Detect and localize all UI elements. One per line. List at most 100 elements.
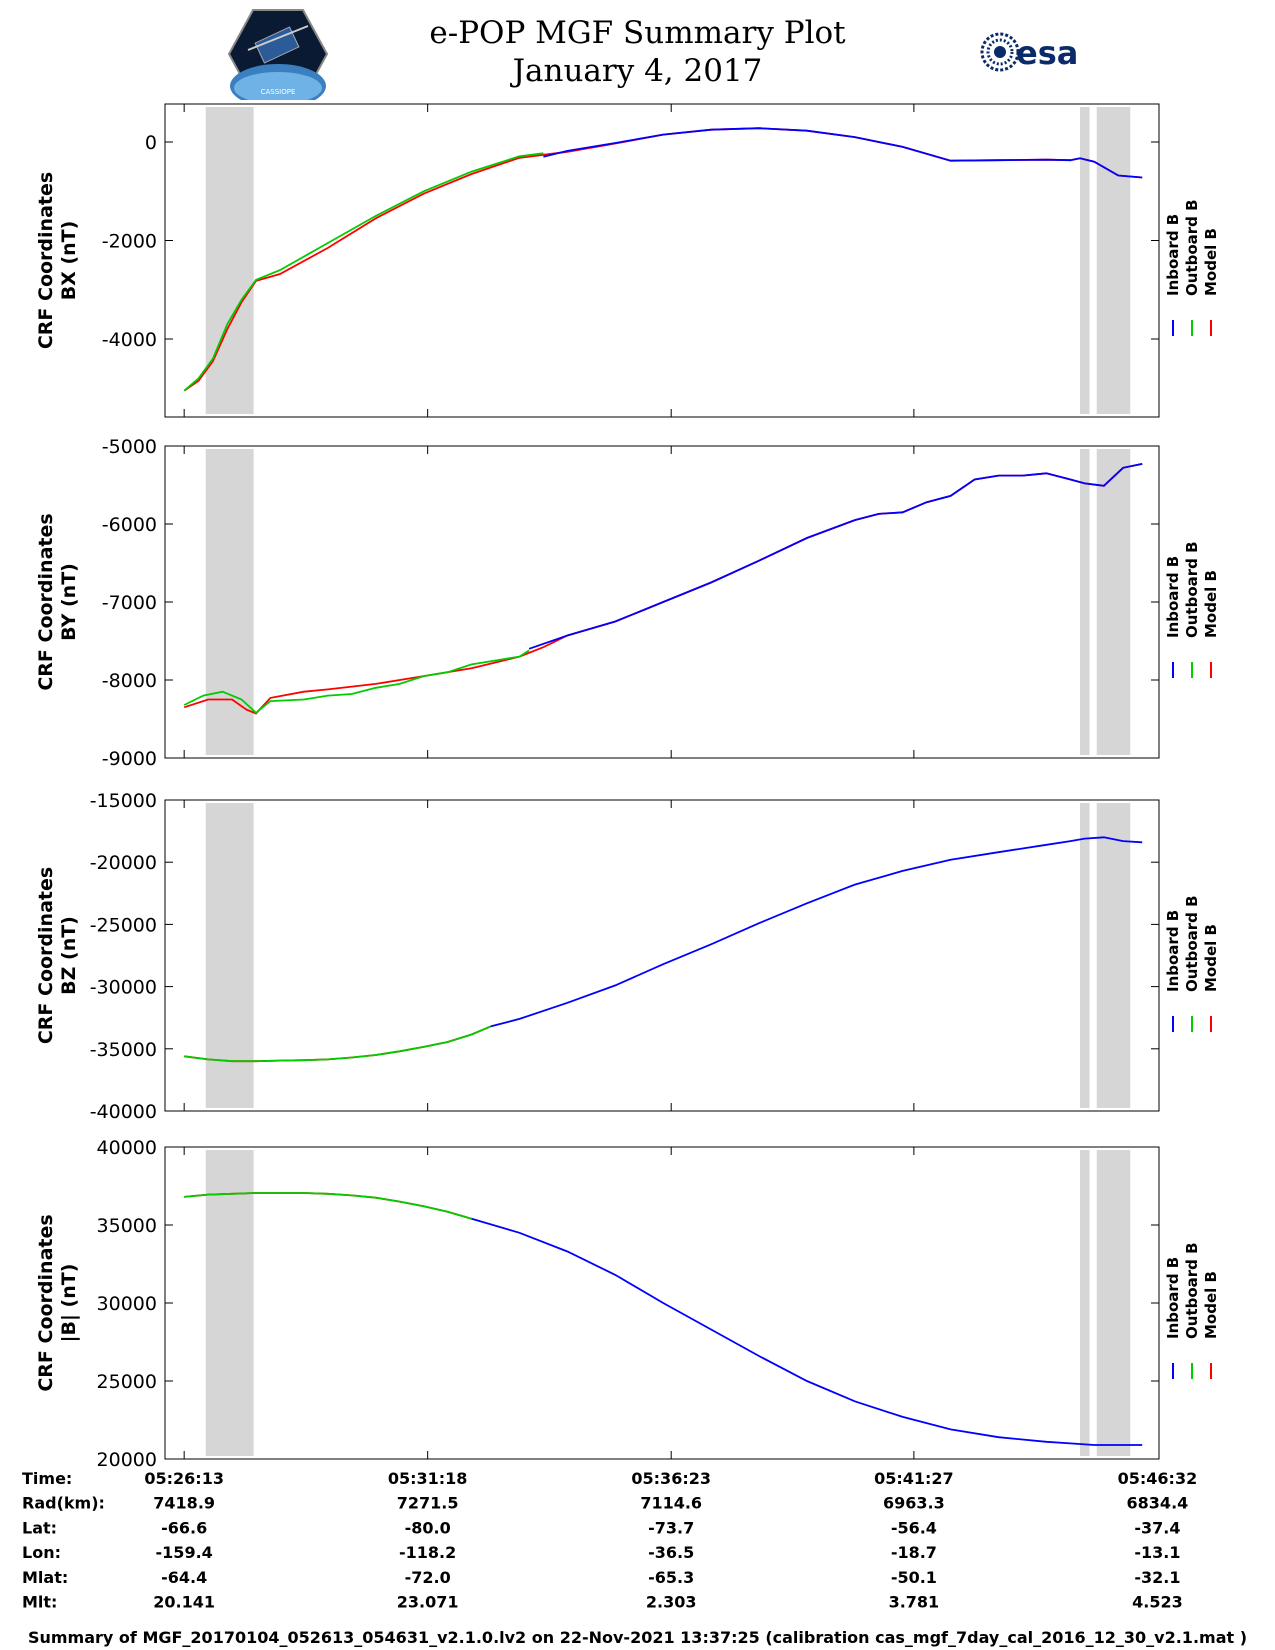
y-axis-label: CRF CoordinatesBY (nT) [35,513,80,690]
cassiope-mission-logo: CASSIOPE [228,9,328,100]
svg-text:CASSIOPE: CASSIOPE [261,88,296,96]
y-tick-label: -20000 [90,852,157,874]
series-line-outboard-b [183,152,544,392]
y-tick-label: -6000 [102,514,157,536]
ephemeris-table: Time: Rad(km): Lat: Lon: Mlat: Mlt: 05:26:13 74… [22,1469,1197,1612]
series-line-inboard-b [528,463,1143,650]
table-row-label: Lon: [22,1543,61,1562]
shaded-interval [1079,1150,1090,1456]
y-tick-label: -7000 [102,592,157,614]
chart-panel-2: -9000 -8000 -7000 -6000 -5000 CRF Coordinates… [35,436,1220,770]
shaded-interval [1096,1150,1131,1456]
legend-label: Outboard B [1183,541,1201,638]
legend-label: Model B [1202,570,1220,638]
table-cell: -37.4 [1134,1518,1180,1537]
table-row-label: Rad(km): [22,1494,105,1513]
y-tick-label: -30000 [90,977,157,999]
shaded-interval [1096,449,1131,755]
table-cell: -65.3 [648,1568,694,1587]
shaded-interval [1079,803,1090,1108]
y-axis-label: CRF CoordinatesBZ (nT) [35,867,80,1044]
legend-label: Model B [1202,924,1220,992]
table-cell: -159.4 [156,1543,213,1562]
legend-label: Model B [1202,228,1220,296]
table-row-label: Lat: [22,1518,57,1537]
legend-label: Inboard B [1164,556,1182,638]
chart-panel-1: -4000 -2000 0 CRF CoordinatesBX (nT) Inboard… [35,103,1220,418]
legend-label: Outboard B [1183,1242,1201,1339]
table-cell: 23.071 [397,1593,459,1612]
shaded-interval [205,803,254,1108]
table-cell: -72.0 [405,1568,451,1587]
chart-panel-4: 20000 25000 30000 35000 40000 CRF Coordinates… [35,1137,1220,1471]
plot-frame [164,103,1160,418]
table-cell: -18.7 [891,1543,937,1562]
shaded-interval [1079,107,1090,414]
table-row-label: Mlat: [22,1568,68,1587]
y-tick-label: -8000 [102,670,157,692]
plot-frame [164,799,1160,1112]
series-line-model-b [183,463,1143,715]
y-tick-label: -5000 [102,436,157,458]
table-cell: -64.4 [161,1568,207,1587]
y-tick-label: -40000 [90,1101,157,1123]
shaded-interval [205,1150,254,1456]
y-tick-label: 0 [145,132,157,154]
y-axis-label: CRF Coordinates|B| (nT) [35,1214,80,1391]
table-cell: 4.523 [1132,1593,1183,1612]
shaded-interval [1096,107,1131,414]
series-line-model-b [183,127,1143,392]
legend-label: Model B [1202,1271,1220,1339]
table-cell: 3.781 [889,1593,940,1612]
table-cell: -118.2 [399,1543,456,1562]
series-line-inboard-b [543,127,1143,179]
shaded-interval [1096,803,1131,1108]
table-cell: 05:26:13 [144,1469,224,1488]
table-cell: 05:41:27 [874,1469,954,1488]
table-cell: -32.1 [1134,1568,1180,1587]
y-tick-label: -35000 [90,1039,157,1061]
table-cell: 7418.9 [153,1494,215,1513]
svg-text:esa: esa [1016,34,1078,72]
shaded-interval [205,107,254,414]
series-line-outboard-b [184,1025,492,1063]
legend-label: Outboard B [1183,199,1201,296]
y-tick-label: -4000 [102,329,157,351]
footer-summary: Summary of MGF_20170104_052613_054631_v2… [27,1628,1248,1647]
esa-logo: esa [980,32,1078,72]
table-cell: -66.6 [161,1518,207,1537]
y-tick-label: -9000 [102,748,157,770]
table-cell: 6834.4 [1127,1494,1189,1513]
table-cell: -56.4 [891,1518,937,1537]
page-title: e-POP MGF Summary Plot [429,15,846,51]
legend-label: Inboard B [1164,214,1182,296]
legend-label: Inboard B [1164,1257,1182,1339]
table-row-label: Mlt: [22,1593,57,1612]
y-tick-label: 40000 [97,1137,157,1159]
series-line-outboard-b [184,1192,472,1220]
chart-panel-3: -40000 -35000 -30000 -25000 -20000 -15000 CRF … [35,790,1220,1123]
y-tick-label: 20000 [97,1449,157,1471]
series-line-inboard-b [471,1217,1143,1446]
page-date: January 4, 2017 [512,53,763,89]
y-tick-label: -2000 [102,231,157,253]
table-cell: 6963.3 [883,1494,945,1513]
table-cell: -50.1 [891,1568,937,1587]
legend-label: Outboard B [1183,895,1201,992]
table-cell: 7271.5 [397,1494,459,1513]
series-line-inboard-b [490,836,1143,1028]
table-cell: 20.141 [153,1593,215,1612]
table-cell: -13.1 [1134,1543,1180,1562]
table-row-label: Time: [22,1469,72,1488]
table-cell: -73.7 [648,1518,694,1537]
y-tick-label: 30000 [97,1293,157,1315]
table-cell: 2.303 [646,1593,697,1612]
y-tick-label: -15000 [90,790,157,812]
series-line-outboard-b [183,649,530,714]
legend-label: Inboard B [1164,910,1182,992]
table-cell: 05:46:32 [1118,1469,1198,1488]
table-cell: -80.0 [405,1518,451,1537]
y-axis-label: CRF CoordinatesBX (nT) [35,172,80,349]
y-tick-label: -25000 [90,914,157,936]
